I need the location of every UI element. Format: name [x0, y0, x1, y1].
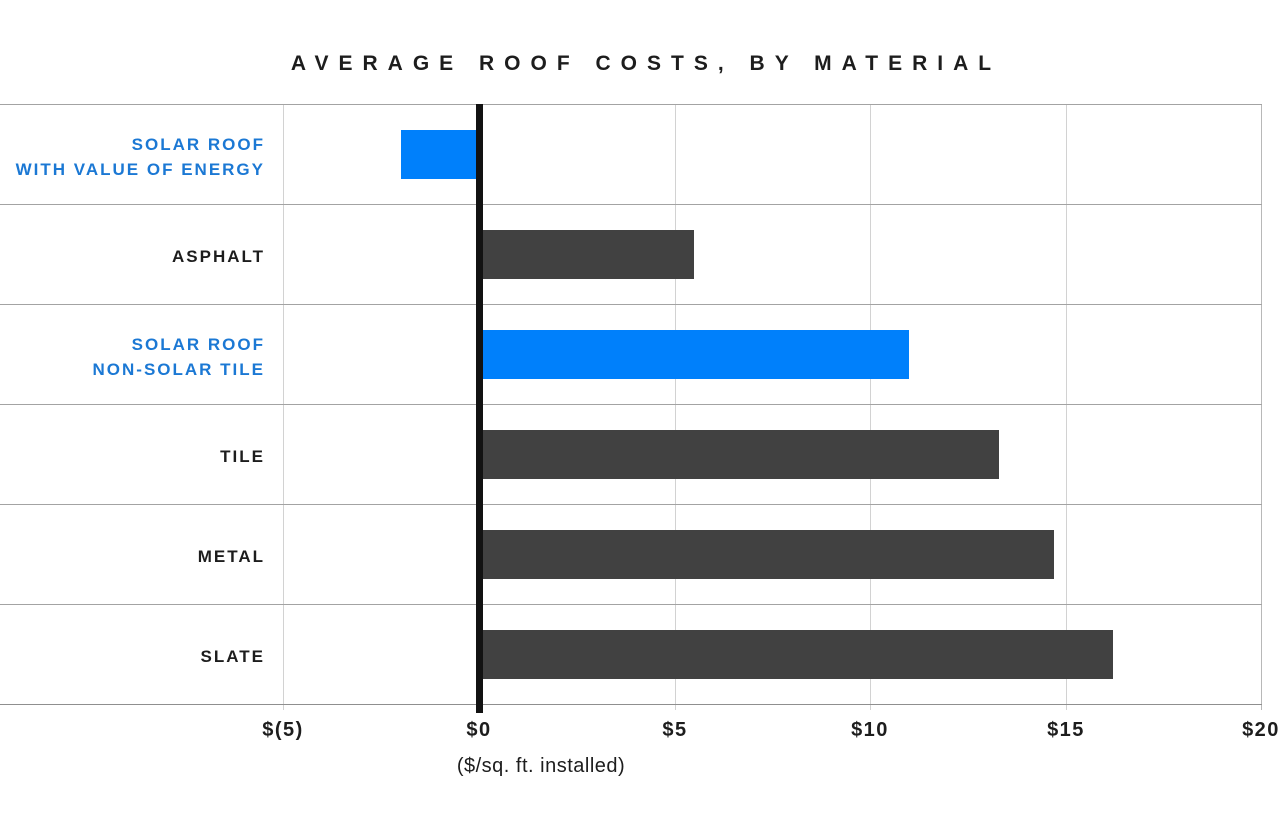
bar: [479, 630, 1113, 679]
zero-axis-line: [476, 104, 483, 713]
row-line: [0, 604, 1262, 605]
category-label: SOLAR ROOF WITH VALUE OF ENERGY: [0, 104, 265, 204]
bar: [479, 530, 1054, 579]
category-label-line: SOLAR ROOF: [131, 134, 265, 154]
axis-tick: [1066, 704, 1067, 710]
bar: [479, 230, 694, 279]
row-line: [0, 404, 1262, 405]
table-row: TILE: [0, 404, 1262, 504]
table-row: ASPHALT: [0, 204, 1262, 304]
axis-tick: [1261, 704, 1262, 710]
category-label-line: ASPHALT: [171, 247, 265, 266]
x-tick-label: $20: [1242, 719, 1280, 741]
bar: [479, 430, 999, 479]
row-line: [0, 104, 1262, 105]
category-label: ASPHALT: [0, 204, 265, 304]
category-label-line: NON-SOLAR TILE: [92, 359, 265, 379]
x-tick-label: $5: [662, 719, 688, 741]
table-row: SOLAR ROOF WITH VALUE OF ENERGY: [0, 104, 1262, 204]
row-line: [0, 304, 1262, 305]
x-tick-label: $10: [851, 719, 889, 741]
table-row: SLATE: [0, 604, 1262, 704]
axis-tick: [870, 704, 871, 710]
bar: [401, 130, 479, 179]
category-label: SOLAR ROOF NON-SOLAR TILE: [0, 304, 265, 404]
plot-area: SOLAR ROOF WITH VALUE OF ENERGY ASPHALT SOL…: [0, 104, 1262, 713]
category-label-line: TILE: [220, 447, 265, 466]
table-row: METAL: [0, 504, 1262, 604]
row-line: [0, 504, 1262, 505]
category-label-line: METAL: [197, 547, 265, 566]
category-label: METAL: [0, 504, 265, 604]
row-line: [0, 204, 1262, 205]
axis-tick: [675, 704, 676, 710]
category-label: TILE: [0, 404, 265, 504]
x-tick-label: $0: [466, 719, 492, 741]
axis-tick: [283, 704, 284, 710]
x-axis-line: [0, 704, 1262, 705]
category-label: SLATE: [0, 604, 265, 704]
category-label-line: WITH VALUE OF ENERGY: [15, 159, 265, 179]
chart-title: AVERAGE ROOF COSTS, BY MATERIAL: [290, 52, 1002, 75]
bar: [479, 330, 909, 379]
category-label-line: SOLAR ROOF: [131, 334, 265, 354]
x-tick-label: $(5): [262, 719, 304, 741]
x-axis-sublabel: ($/sq. ft. installed): [456, 755, 626, 777]
table-row: SOLAR ROOF NON-SOLAR TILE: [0, 304, 1262, 404]
category-label-line: SLATE: [200, 647, 265, 666]
x-tick-label: $15: [1047, 719, 1085, 741]
